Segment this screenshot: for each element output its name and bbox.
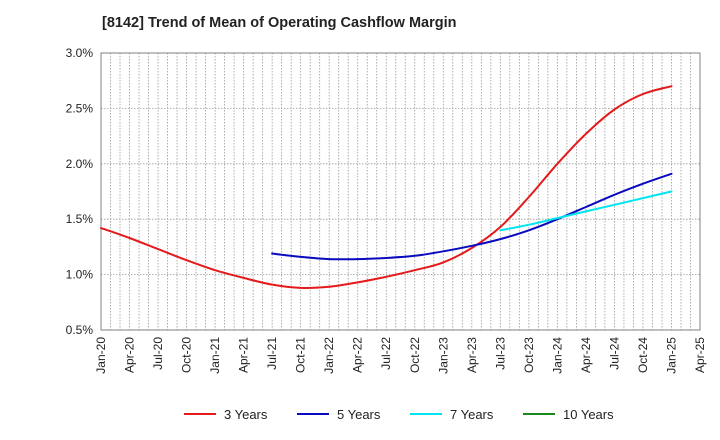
x-tick-label: Apr-20 [123, 337, 137, 373]
x-tick-label: Jan-20 [94, 337, 108, 374]
y-tick-label: 2.0% [66, 157, 94, 171]
series-line-5-years [271, 172, 673, 261]
plot-area-border [100, 52, 701, 331]
x-axis-ticks: Jan-20 Apr-20 Jul-20 Oct-20 Jan-21 Apr-21 Jul-… [94, 337, 707, 374]
x-tick-label: Jan-23 [436, 337, 450, 374]
y-axis-ticks: 0.5% 1.0% 1.5% 2.0% 2.5% 3.0% [66, 46, 94, 337]
grid-lines [101, 53, 700, 330]
x-tick-label: Jan-24 [550, 337, 564, 374]
legend-label-3-years: 3 Years [224, 407, 268, 422]
legend-label-10-years: 10 Years [563, 407, 614, 422]
x-tick-label: Oct-23 [522, 337, 536, 373]
x-tick-label: Jul-23 [493, 337, 507, 370]
x-tick-label: Jul-21 [265, 337, 279, 370]
x-tick-label: Apr-23 [465, 337, 479, 373]
y-tick-label: 1.5% [66, 212, 94, 226]
x-tick-label: Jul-20 [151, 337, 165, 370]
x-tick-label: Apr-21 [237, 337, 251, 373]
x-tick-label: Oct-22 [408, 337, 422, 373]
x-tick-label: Jul-22 [379, 337, 393, 370]
x-tick-label: Jan-22 [322, 337, 336, 374]
x-tick-label: Jul-24 [607, 337, 621, 370]
x-tick-label: Jan-21 [208, 337, 222, 374]
x-tick-label: Jan-25 [664, 337, 678, 374]
x-tick-label: Apr-22 [351, 337, 365, 373]
series-line-3-years [100, 85, 673, 290]
y-tick-label: 1.0% [66, 268, 94, 282]
y-tick-label: 0.5% [66, 323, 94, 337]
legend: 3 Years 5 Years 7 Years 10 Years [184, 407, 614, 422]
chart-title: [8142] Trend of Mean of Operating Cashfl… [102, 15, 457, 31]
y-tick-label: 2.5% [66, 101, 94, 115]
series-line-7-years [499, 190, 673, 232]
x-tick-label: Oct-21 [294, 337, 308, 373]
legend-label-7-years: 7 Years [450, 407, 494, 422]
y-tick-label: 3.0% [66, 46, 94, 60]
x-tick-label: Apr-24 [579, 337, 593, 373]
x-tick-label: Oct-20 [180, 337, 194, 373]
legend-label-5-years: 5 Years [337, 407, 381, 422]
x-tick-label: Apr-25 [693, 337, 707, 373]
series-lines [100, 85, 673, 290]
x-tick-label: Oct-24 [636, 337, 650, 373]
